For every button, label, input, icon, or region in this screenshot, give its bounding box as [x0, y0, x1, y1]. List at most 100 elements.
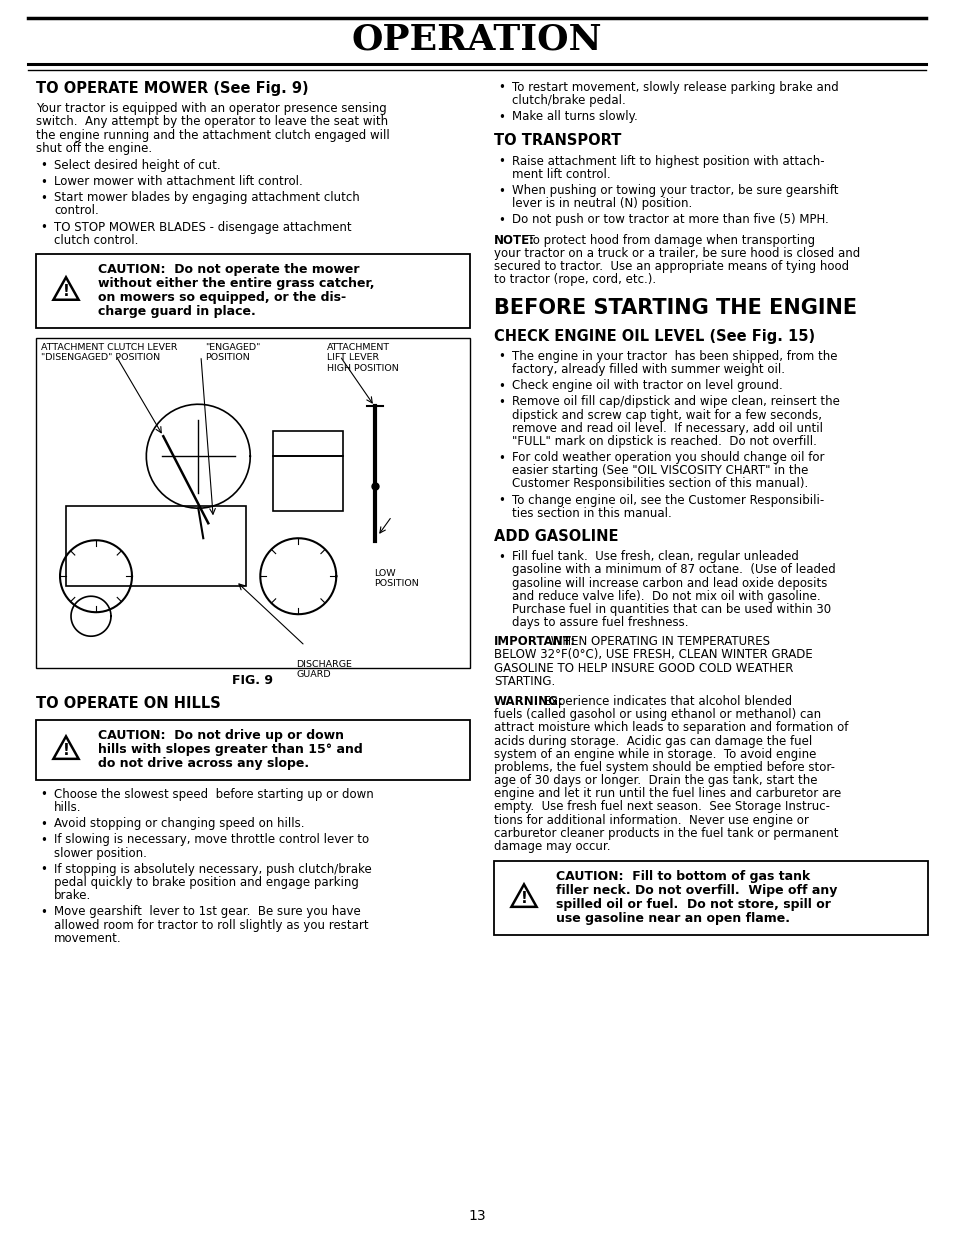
Text: STARTING.: STARTING. [494, 675, 555, 688]
Text: •: • [497, 379, 504, 393]
Text: your tractor on a truck or a trailer, be sure hood is closed and: your tractor on a truck or a trailer, be… [494, 247, 860, 260]
Text: To restart movement, slowly release parking brake and: To restart movement, slowly release park… [512, 82, 838, 94]
Text: damage may occur.: damage may occur. [494, 840, 610, 853]
Text: •: • [497, 184, 504, 198]
Text: clutch/brake pedal.: clutch/brake pedal. [512, 94, 625, 108]
Text: •: • [40, 906, 47, 918]
Text: fuels (called gasohol or using ethanol or methanol) can: fuels (called gasohol or using ethanol o… [494, 708, 821, 721]
Text: CAUTION:  Do not operate the mower: CAUTION: Do not operate the mower [98, 263, 359, 276]
Text: •: • [497, 156, 504, 168]
Text: dipstick and screw cap tight, wait for a few seconds,: dipstick and screw cap tight, wait for a… [512, 409, 821, 421]
Text: brake.: brake. [54, 889, 91, 902]
Text: •: • [40, 192, 47, 205]
Text: TO OPERATE MOWER (See Fig. 9): TO OPERATE MOWER (See Fig. 9) [36, 82, 309, 96]
Text: Check engine oil with tractor on level ground.: Check engine oil with tractor on level g… [512, 379, 781, 392]
Text: !: ! [63, 743, 70, 758]
Text: OPERATION: OPERATION [352, 23, 601, 57]
Text: lever is in neutral (N) position.: lever is in neutral (N) position. [512, 198, 692, 210]
Text: pedal quickly to brake position and engage parking: pedal quickly to brake position and enga… [54, 876, 358, 889]
Text: clutch control.: clutch control. [54, 234, 138, 247]
Text: the engine running and the attachment clutch engaged will: the engine running and the attachment cl… [36, 129, 390, 142]
Text: "FULL" mark on dipstick is reached.  Do not overfill.: "FULL" mark on dipstick is reached. Do n… [512, 435, 816, 447]
FancyBboxPatch shape [36, 255, 470, 328]
Text: GASOLINE TO HELP INSURE GOOD COLD WEATHER: GASOLINE TO HELP INSURE GOOD COLD WEATHE… [494, 661, 793, 675]
FancyBboxPatch shape [36, 337, 470, 667]
Text: WHEN OPERATING IN TEMPERATURES: WHEN OPERATING IN TEMPERATURES [546, 635, 769, 649]
Text: movement.: movement. [54, 932, 121, 944]
Text: shut off the engine.: shut off the engine. [36, 142, 152, 154]
Text: •: • [40, 159, 47, 173]
Text: LOW
POSITION: LOW POSITION [375, 569, 418, 588]
Text: easier starting (See "OIL VISCOSITY CHART" in the: easier starting (See "OIL VISCOSITY CHAR… [512, 465, 807, 477]
Text: •: • [40, 176, 47, 189]
Text: DISCHARGE
GUARD: DISCHARGE GUARD [296, 660, 352, 680]
Text: •: • [497, 551, 504, 564]
Text: and reduce valve life).  Do not mix oil with gasoline.: and reduce valve life). Do not mix oil w… [512, 590, 820, 603]
Text: BEFORE STARTING THE ENGINE: BEFORE STARTING THE ENGINE [494, 298, 856, 319]
Text: filler neck. Do not overfill.  Wipe off any: filler neck. Do not overfill. Wipe off a… [556, 884, 837, 897]
Text: system of an engine while in storage.  To avoid engine: system of an engine while in storage. To… [494, 748, 816, 760]
Text: WARNING:: WARNING: [494, 695, 563, 708]
Text: Remove oil fill cap/dipstick and wipe clean, reinsert the: Remove oil fill cap/dipstick and wipe cl… [512, 396, 839, 408]
Text: gasoline with a minimum of 87 octane.  (Use of leaded: gasoline with a minimum of 87 octane. (U… [512, 564, 835, 576]
Text: •: • [497, 350, 504, 363]
Text: allowed room for tractor to roll slightly as you restart: allowed room for tractor to roll slightl… [54, 918, 368, 932]
Text: Experience indicates that alcohol blended: Experience indicates that alcohol blende… [536, 695, 791, 708]
Text: Select desired height of cut.: Select desired height of cut. [54, 159, 220, 172]
Text: carburetor cleaner products in the fuel tank or permanent: carburetor cleaner products in the fuel … [494, 827, 838, 839]
Text: For cold weather operation you should change oil for: For cold weather operation you should ch… [512, 451, 823, 465]
FancyBboxPatch shape [36, 721, 470, 780]
Text: !: ! [63, 284, 70, 299]
Text: Do not push or tow tractor at more than five (5) MPH.: Do not push or tow tractor at more than … [512, 214, 828, 226]
Text: problems, the fuel system should be emptied before stor-: problems, the fuel system should be empt… [494, 761, 834, 774]
Text: •: • [497, 494, 504, 507]
Text: Start mower blades by engaging attachment clutch: Start mower blades by engaging attachmen… [54, 192, 359, 204]
Text: gasoline will increase carbon and lead oxide deposits: gasoline will increase carbon and lead o… [512, 577, 826, 590]
Text: If stopping is absolutely necessary, push clutch/brake: If stopping is absolutely necessary, pus… [54, 863, 372, 876]
Text: IMPORTANT:: IMPORTANT: [494, 635, 576, 649]
Text: empty.  Use fresh fuel next season.  See Storage Instruc-: empty. Use fresh fuel next season. See S… [494, 801, 829, 813]
Text: acids during storage.  Acidic gas can damage the fuel: acids during storage. Acidic gas can dam… [494, 734, 811, 748]
Text: remove and read oil level.  If necessary, add oil until: remove and read oil level. If necessary,… [512, 421, 822, 435]
Text: slower position.: slower position. [54, 847, 147, 860]
Text: To protect hood from damage when transporting: To protect hood from damage when transpo… [519, 234, 815, 247]
Text: use gasoline near an open flame.: use gasoline near an open flame. [556, 912, 789, 925]
Text: attract moisture which leads to separation and formation of: attract moisture which leads to separati… [494, 722, 847, 734]
Text: •: • [40, 818, 47, 831]
Text: engine and let it run until the fuel lines and carburetor are: engine and let it run until the fuel lin… [494, 787, 841, 800]
Text: ATTACHMENT
LIFT LEVER
HIGH POSITION: ATTACHMENT LIFT LEVER HIGH POSITION [327, 342, 398, 372]
Text: hills with slopes greater than 15° and: hills with slopes greater than 15° and [98, 743, 362, 756]
Text: •: • [497, 214, 504, 227]
Text: •: • [40, 221, 47, 234]
Text: •: • [497, 82, 504, 94]
Text: control.: control. [54, 204, 99, 218]
Text: CAUTION:  Fill to bottom of gas tank: CAUTION: Fill to bottom of gas tank [556, 870, 809, 884]
Text: Purchase fuel in quantities that can be used within 30: Purchase fuel in quantities that can be … [512, 603, 830, 616]
Text: TO TRANSPORT: TO TRANSPORT [494, 132, 620, 147]
Text: Avoid stopping or changing speed on hills.: Avoid stopping or changing speed on hill… [54, 817, 304, 831]
Text: secured to tractor.  Use an appropriate means of tying hood: secured to tractor. Use an appropriate m… [494, 260, 848, 273]
Text: charge guard in place.: charge guard in place. [98, 305, 255, 318]
Text: NOTE:: NOTE: [494, 234, 535, 247]
Text: •: • [497, 111, 504, 124]
Polygon shape [511, 885, 536, 907]
Text: TO STOP MOWER BLADES - disengage attachment: TO STOP MOWER BLADES - disengage attachm… [54, 221, 352, 234]
Text: Customer Responsibilities section of this manual).: Customer Responsibilities section of thi… [512, 477, 807, 491]
Text: TO OPERATE ON HILLS: TO OPERATE ON HILLS [36, 696, 220, 711]
Text: Choose the slowest speed  before starting up or down: Choose the slowest speed before starting… [54, 787, 374, 801]
Text: FIG. 9: FIG. 9 [233, 674, 274, 687]
Text: ties section in this manual.: ties section in this manual. [512, 507, 671, 520]
Text: Fill fuel tank.  Use fresh, clean, regular unleaded: Fill fuel tank. Use fresh, clean, regula… [512, 550, 798, 564]
Text: BELOW 32°F(0°C), USE FRESH, CLEAN WINTER GRADE: BELOW 32°F(0°C), USE FRESH, CLEAN WINTER… [494, 649, 812, 661]
Text: Lower mower with attachment lift control.: Lower mower with attachment lift control… [54, 176, 302, 188]
Text: Your tractor is equipped with an operator presence sensing: Your tractor is equipped with an operato… [36, 103, 386, 115]
Text: tions for additional information.  Never use engine or: tions for additional information. Never … [494, 813, 808, 827]
Bar [66, 507, 246, 586]
Text: CHECK ENGINE OIL LEVEL (See Fig. 15): CHECK ENGINE OIL LEVEL (See Fig. 15) [494, 329, 814, 344]
Text: Raise attachment lift to highest position with attach-: Raise attachment lift to highest positio… [512, 154, 823, 168]
Text: If slowing is necessary, move throttle control lever to: If slowing is necessary, move throttle c… [54, 833, 369, 847]
Text: •: • [497, 396, 504, 409]
Text: hills.: hills. [54, 801, 81, 815]
Text: !: ! [520, 891, 527, 906]
Text: When pushing or towing your tractor, be sure gearshift: When pushing or towing your tractor, be … [512, 184, 838, 198]
